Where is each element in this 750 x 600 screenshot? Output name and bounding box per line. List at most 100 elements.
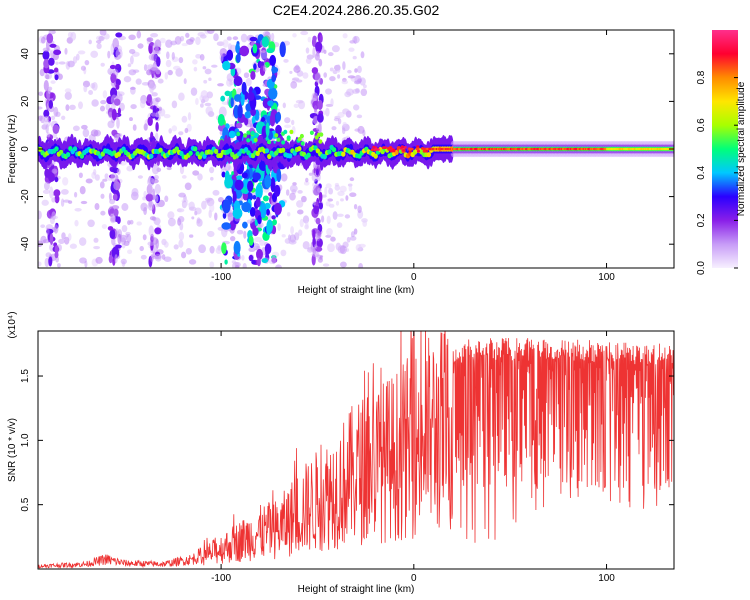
spectrogram-cell bbox=[149, 153, 154, 159]
spectrogram-cell bbox=[221, 222, 232, 230]
spectrogram-cell bbox=[242, 262, 247, 268]
spectrogram-cell bbox=[41, 199, 49, 206]
spectrogram-cell bbox=[408, 147, 412, 151]
spectrogram-x-ticks: -100 0 100 bbox=[211, 30, 615, 283]
spectrogram-cell bbox=[285, 189, 290, 196]
spectrogram-cell bbox=[151, 53, 158, 62]
spectrogram-cell bbox=[45, 123, 49, 134]
spectrogram-cell bbox=[303, 181, 310, 186]
spectrogram-cell bbox=[200, 90, 208, 99]
spectrogram-cell bbox=[302, 72, 309, 79]
spectrogram-cell bbox=[42, 239, 50, 244]
spectrogram-cell bbox=[319, 132, 324, 137]
spectrogram-cell bbox=[79, 153, 85, 159]
snr-y-tick-label: 1.0 bbox=[20, 433, 31, 447]
spectrogram-cell bbox=[281, 234, 286, 238]
spectrogram-cell bbox=[246, 130, 251, 135]
spectrogram-cell bbox=[128, 34, 136, 41]
spectrogram-cell bbox=[70, 31, 77, 41]
spectrogram-cell bbox=[195, 53, 202, 59]
spectrogram-cell bbox=[311, 37, 317, 48]
spectrogram-cell bbox=[51, 197, 56, 203]
spectrogram-cell bbox=[39, 68, 45, 77]
spectrogram-cell bbox=[348, 184, 353, 192]
spectrogram-cell bbox=[346, 88, 354, 96]
spectrogram-cell bbox=[153, 175, 159, 180]
spectrogram-cell bbox=[113, 208, 119, 217]
spectrogram-cell bbox=[286, 212, 291, 217]
spectrogram-cell bbox=[49, 43, 57, 48]
spectrogram-cell bbox=[174, 36, 182, 45]
spectrogram-cell bbox=[171, 125, 178, 132]
spectrogram-cell bbox=[264, 148, 270, 154]
spectrogram-cell bbox=[276, 137, 281, 142]
spectrogram-cell bbox=[356, 114, 363, 119]
spectrogram-cell bbox=[60, 198, 65, 207]
spectrogram-cell bbox=[179, 165, 185, 175]
spectrogram-cell bbox=[109, 229, 116, 240]
colorbar-label: Normalized spectral amplitude bbox=[736, 81, 747, 216]
spectrogram-cell bbox=[145, 193, 154, 202]
spectrogram-cell bbox=[45, 74, 50, 80]
spectrogram-cell bbox=[226, 49, 234, 61]
spectrogram-cell bbox=[271, 66, 279, 74]
spectrogram-cell bbox=[184, 127, 189, 134]
spectrogram-cell bbox=[141, 81, 150, 86]
spectrogram-cell bbox=[252, 43, 258, 54]
spectrogram-cell bbox=[349, 236, 357, 241]
spectrogram-cell bbox=[260, 202, 267, 219]
spectrogram-cell bbox=[222, 199, 231, 214]
spectrogram-cell bbox=[296, 200, 304, 208]
spectrogram-cell bbox=[255, 150, 260, 157]
spectrogram-cell bbox=[235, 43, 240, 54]
spectrogram-cell bbox=[107, 50, 111, 59]
spectrogram-cell bbox=[167, 211, 175, 220]
spectrogram-cell bbox=[235, 53, 241, 63]
spectrogram-cell bbox=[120, 258, 127, 265]
spectrogram-cell bbox=[54, 194, 60, 204]
spectrogram-cell bbox=[42, 50, 50, 61]
spectrogram-cell bbox=[244, 111, 251, 119]
spectrogram-cell bbox=[150, 233, 155, 243]
spectrogram-cell bbox=[146, 177, 155, 187]
spectrogram-cell bbox=[292, 33, 297, 38]
spectrogram-cell bbox=[337, 213, 344, 217]
spectrogram-cell bbox=[328, 203, 335, 208]
snr-y-label: SNR (10 * v/v) bbox=[7, 418, 18, 482]
spectrogram-cell bbox=[146, 183, 153, 196]
spectrogram-cell bbox=[208, 77, 212, 82]
spectrogram-cell bbox=[188, 150, 193, 156]
spectrogram-cell bbox=[295, 64, 300, 71]
spectrogram-cell bbox=[342, 108, 350, 115]
spectrogram-cell bbox=[196, 217, 201, 224]
spectrogram-cell bbox=[216, 41, 225, 47]
spectrogram-cell bbox=[177, 208, 182, 213]
spectrogram-cell bbox=[115, 32, 123, 38]
spectrogram-cell bbox=[247, 91, 255, 102]
spectrogram-cell bbox=[372, 145, 376, 149]
spectrogram-cell bbox=[154, 183, 161, 195]
spectrogram-cell bbox=[181, 115, 188, 123]
spectrogram-cell bbox=[248, 254, 254, 262]
spectrogram-cell bbox=[318, 58, 323, 67]
snr-x-ticks: -100 0 100 bbox=[211, 331, 615, 584]
spectrogram-cell bbox=[266, 208, 270, 216]
spectrogram-cell bbox=[155, 68, 161, 75]
spectrogram-cell bbox=[139, 99, 146, 109]
spectrogram-cell bbox=[147, 116, 153, 126]
spectrogram-cell bbox=[301, 195, 307, 203]
spectrogram-cell bbox=[72, 125, 80, 132]
spectrogram-cell bbox=[271, 255, 277, 265]
spectrogram-cell bbox=[230, 235, 236, 242]
spectrogram-cell bbox=[197, 173, 203, 181]
spectrogram-cell bbox=[130, 104, 137, 110]
spectrogram-cell bbox=[195, 97, 199, 106]
spectrogram-cell bbox=[353, 228, 358, 235]
spectrogram-cell bbox=[335, 242, 341, 251]
spectrogram-cell bbox=[245, 77, 252, 87]
spectrogram-cell bbox=[150, 32, 159, 38]
spectrogram-cell bbox=[297, 209, 304, 215]
spectrogram-cell bbox=[181, 251, 187, 259]
spectrogram-cell bbox=[43, 181, 50, 191]
spectrogram-cell bbox=[248, 235, 254, 246]
